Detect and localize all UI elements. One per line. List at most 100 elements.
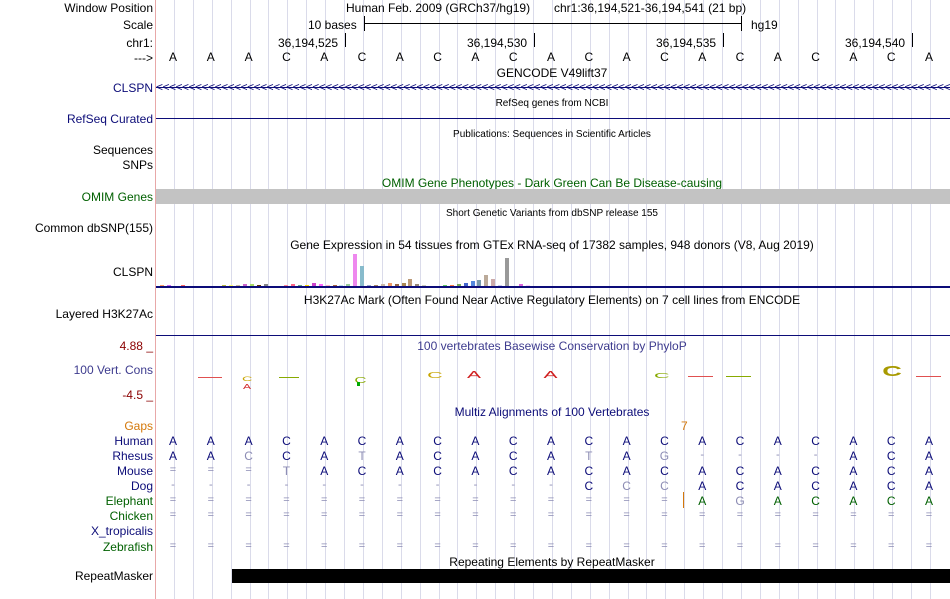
repeatmasker-element-bar[interactable] [232, 569, 950, 583]
base-letter: C [357, 50, 367, 64]
assembly-text: Human Feb. 2009 (GRCh37/hg19) [346, 1, 531, 15]
gtex-tissue-bar[interactable] [318, 284, 323, 287]
alignment-base: A [244, 434, 253, 448]
grid-line [173, 0, 175, 599]
base-letter: C [508, 50, 518, 64]
position-text[interactable]: chr1:36,194,521-36,194,541 (21 bp) [554, 1, 747, 15]
phylop-logo[interactable]: C A C C A A C C [156, 360, 950, 390]
omim-label[interactable]: OMIM Genes [81, 190, 153, 204]
alignment-base: = [623, 540, 630, 552]
alignment-base: = [850, 509, 857, 521]
gtex-tissue-bar[interactable] [518, 284, 523, 287]
gtex-tissue-bar[interactable] [360, 266, 365, 287]
species-label[interactable]: Dog [130, 479, 153, 493]
omim-title[interactable]: OMIM Gene Phenotypes - Dark Green Can Be… [381, 176, 723, 190]
alignment-base: = [472, 540, 479, 552]
dbsnp-label[interactable]: Common dbSNP(155) [34, 221, 153, 235]
gtex-tissue-bar[interactable] [456, 284, 461, 287]
alignment-base: = [434, 494, 441, 506]
gtex-tissue-bar[interactable] [311, 283, 316, 287]
h3k27ac-label[interactable]: Layered H3K27Ac [55, 307, 153, 321]
gtex-bar-chart[interactable] [156, 251, 950, 287]
species-label[interactable]: Elephant [105, 494, 153, 508]
gtex-tissue-bar[interactable] [263, 284, 268, 287]
gtex-tissue-bar[interactable] [408, 279, 413, 287]
gtex-tissue-bar[interactable] [505, 258, 509, 287]
species-label[interactable]: Rhesus [112, 449, 153, 463]
gtex-tissue-bar[interactable] [387, 283, 392, 287]
gtex-tissue-bar[interactable] [463, 283, 468, 287]
alignment-base: C [584, 464, 594, 478]
gencode-gene-line[interactable] [156, 87, 950, 88]
gtex-tissue-bar[interactable] [249, 284, 254, 287]
alignment-base: A [206, 434, 215, 448]
gtex-title[interactable]: Gene Expression in 54 tissues from GTEx … [290, 238, 814, 252]
alignment-base: C [811, 464, 820, 478]
base-letter: C [282, 50, 291, 64]
omim-bar[interactable] [156, 189, 950, 204]
grid-line [759, 0, 761, 599]
alignment-base: = [283, 494, 290, 506]
gtex-tissue-bar[interactable] [380, 284, 385, 287]
grid-line [608, 0, 610, 599]
base-letter: C [433, 50, 442, 64]
refseq-gene-line[interactable] [156, 118, 950, 119]
gtex-tissue-bar[interactable] [491, 279, 496, 287]
repeatmasker-label[interactable]: RepeatMasker [74, 569, 153, 583]
grid-line [287, 0, 289, 599]
gtex-tissue-bar[interactable] [394, 284, 399, 287]
alignment-base: C [735, 479, 745, 493]
gtex-tissue-bar[interactable] [353, 254, 358, 287]
alignment-base: A [849, 434, 858, 448]
alignment-base: - [775, 449, 780, 461]
species-label[interactable]: Mouse [116, 464, 153, 478]
publications-label-snps[interactable]: SNPs [122, 158, 153, 172]
refseq-label[interactable]: RefSeq Curated [66, 112, 153, 126]
gtex-gene-label[interactable]: CLSPN [112, 265, 153, 279]
gtex-tissue-bar[interactable] [291, 284, 296, 287]
grid-line [665, 0, 667, 599]
phylop-label[interactable]: 100 Vert. Cons [73, 363, 153, 377]
gencode-gene-label[interactable]: CLSPN [112, 81, 153, 95]
alignment-base: C [508, 434, 518, 448]
gtex-tissue-bar[interactable] [346, 284, 351, 287]
gtex-tissue-bar[interactable] [477, 280, 482, 287]
grid-line [684, 0, 686, 599]
species-label[interactable]: Human [114, 434, 153, 448]
alignment-base: C [433, 449, 442, 463]
gtex-tissue-bar[interactable] [242, 284, 247, 287]
scale-bar [364, 23, 742, 24]
gencode-title[interactable]: GENCODE V49lift37 [496, 66, 608, 80]
publications-title[interactable]: Publications: Sequences in Scientific Ar… [453, 129, 651, 140]
repeatmasker-title[interactable]: Repeating Elements by RepeatMasker [449, 555, 655, 569]
alignment-base: = [396, 509, 404, 521]
species-label[interactable]: Chicken [109, 509, 153, 523]
h3k27ac-title[interactable]: H3K27Ac Mark (Often Found Near Active Re… [303, 293, 801, 307]
base-letter: C [660, 50, 669, 64]
gtex-tissue-bar[interactable] [401, 283, 406, 287]
alignment-base: C [584, 479, 594, 493]
species-label[interactable]: Zebrafish [102, 540, 153, 554]
species-label[interactable]: X_tropicalis [90, 524, 153, 538]
alignment-base: = [396, 494, 404, 506]
alignment-base: = [698, 540, 706, 552]
gtex-tissue-bar[interactable] [470, 281, 475, 287]
grid-line [325, 0, 327, 599]
alignment-base: A [395, 449, 404, 463]
dbsnp-title[interactable]: Short Genetic Variants from dbSNP releas… [446, 208, 658, 219]
gtex-tissue-bar[interactable] [415, 284, 420, 287]
gaps-label[interactable]: Gaps [124, 419, 153, 433]
alignment-base: A [168, 434, 177, 448]
base-letter: A [471, 50, 480, 64]
grid-line [230, 0, 232, 599]
multiz-title[interactable]: Multiz Alignments of 100 Vertebrates [454, 405, 650, 419]
alignment-base: = [585, 494, 593, 506]
refseq-title[interactable]: RefSeq genes from NCBI [495, 98, 609, 109]
gap-count-mark[interactable]: 7 [681, 419, 688, 433]
publications-label-sequences[interactable]: Sequences [92, 143, 153, 157]
gtex-tissue-bar[interactable] [484, 275, 489, 287]
chrom-label: chr1: [126, 36, 153, 50]
alignment-base: C [508, 464, 518, 478]
alignment-base: C [886, 479, 896, 493]
phylop-title[interactable]: 100 vertebrates Basewise Conservation by… [417, 339, 687, 353]
